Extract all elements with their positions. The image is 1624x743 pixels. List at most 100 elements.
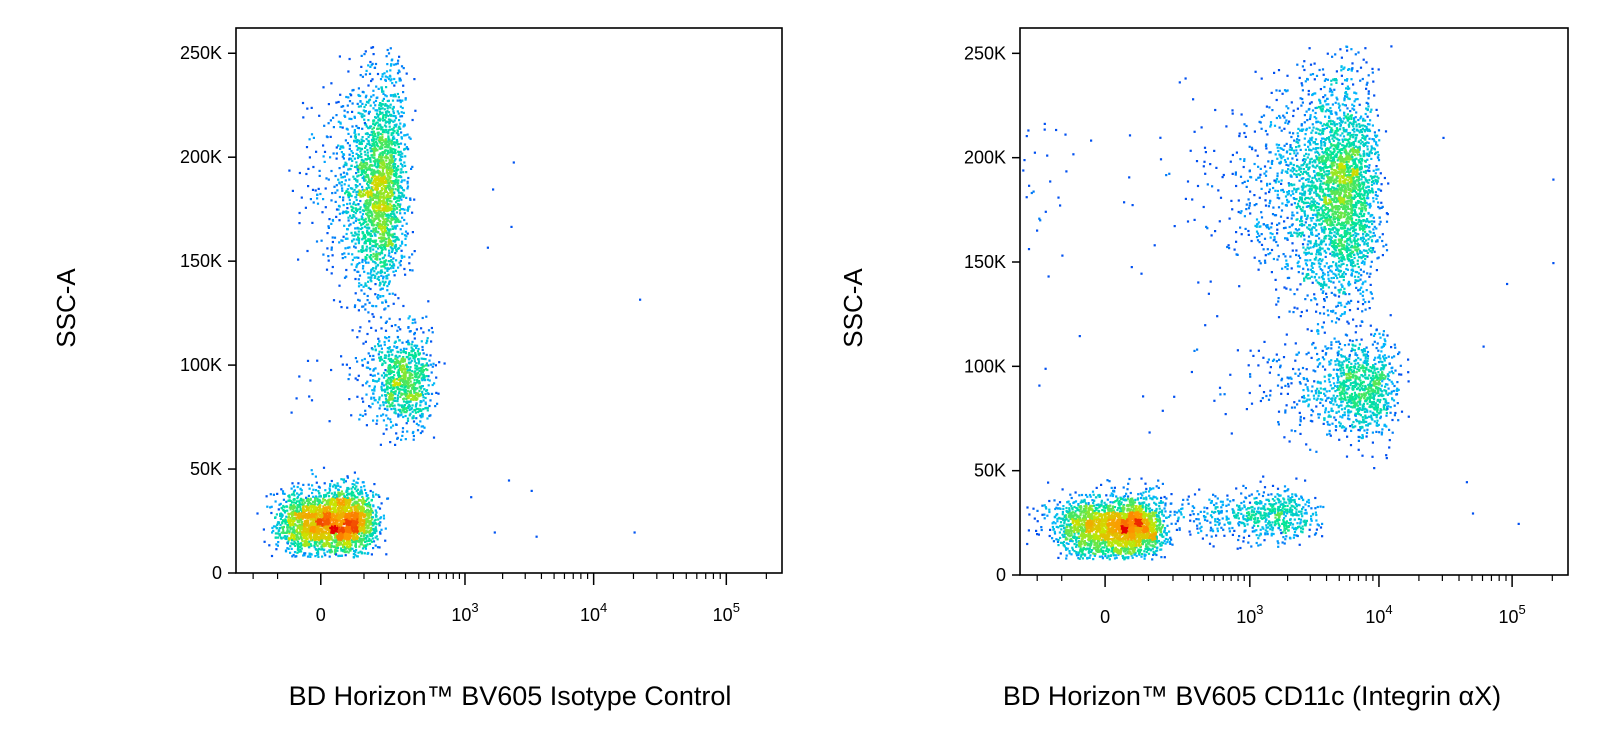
data-point bbox=[390, 217, 393, 220]
data-point bbox=[383, 108, 386, 111]
data-point bbox=[327, 259, 330, 262]
data-point bbox=[375, 255, 378, 258]
data-point bbox=[373, 211, 376, 214]
data-point bbox=[367, 514, 370, 517]
data-point bbox=[377, 522, 381, 525]
data-point bbox=[347, 503, 350, 506]
data-point bbox=[310, 508, 313, 511]
data-point bbox=[367, 195, 370, 199]
data-point bbox=[411, 211, 414, 214]
data-point bbox=[362, 249, 365, 252]
data-point bbox=[383, 254, 387, 257]
data-point bbox=[343, 114, 346, 117]
data-point bbox=[387, 260, 390, 263]
data-point bbox=[315, 150, 318, 153]
data-point bbox=[339, 532, 342, 535]
data-point bbox=[335, 539, 338, 542]
data-point bbox=[400, 137, 403, 140]
data-point bbox=[338, 167, 341, 170]
data-point bbox=[360, 54, 363, 57]
data-point bbox=[317, 500, 320, 503]
data-point bbox=[343, 532, 346, 535]
data-point bbox=[329, 507, 332, 511]
data-point bbox=[340, 554, 344, 557]
data-point bbox=[396, 110, 399, 113]
data-point bbox=[421, 390, 424, 393]
data-point bbox=[315, 531, 318, 534]
data-point bbox=[378, 110, 382, 113]
data-point bbox=[384, 191, 387, 194]
data-point bbox=[383, 140, 386, 143]
data-point bbox=[360, 543, 363, 546]
data-point bbox=[389, 106, 392, 109]
data-point bbox=[396, 183, 399, 186]
data-point bbox=[334, 509, 338, 512]
data-point bbox=[335, 215, 338, 218]
data-point bbox=[367, 119, 370, 122]
data-point bbox=[399, 122, 402, 125]
data-point bbox=[309, 530, 312, 533]
data-point bbox=[274, 525, 277, 528]
data-point bbox=[375, 185, 378, 188]
data-point bbox=[368, 232, 372, 235]
data-point bbox=[374, 188, 377, 191]
data-point bbox=[317, 523, 320, 527]
data-point bbox=[312, 507, 315, 510]
data-point bbox=[346, 533, 349, 536]
data-point bbox=[411, 165, 414, 168]
data-point bbox=[343, 506, 346, 509]
data-point bbox=[373, 210, 376, 213]
data-point bbox=[324, 494, 327, 497]
data-point bbox=[380, 327, 383, 330]
data-point bbox=[374, 536, 377, 539]
data-point bbox=[278, 521, 281, 524]
data-point bbox=[318, 510, 321, 513]
plot-frame bbox=[235, 27, 783, 574]
data-point bbox=[337, 541, 340, 544]
data-point bbox=[310, 133, 314, 136]
data-point bbox=[372, 248, 375, 251]
data-point bbox=[380, 249, 383, 252]
data-point bbox=[384, 179, 387, 183]
data-point bbox=[308, 487, 311, 490]
data-point bbox=[357, 298, 360, 301]
data-point bbox=[350, 492, 353, 495]
data-point bbox=[359, 505, 362, 508]
data-point bbox=[354, 517, 357, 521]
data-point bbox=[322, 500, 325, 503]
data-point bbox=[379, 196, 382, 199]
data-point bbox=[388, 151, 391, 154]
data-point bbox=[346, 207, 349, 210]
data-point bbox=[322, 466, 326, 469]
data-point bbox=[379, 118, 382, 121]
data-point bbox=[290, 536, 293, 539]
data-point bbox=[369, 511, 372, 514]
data-point bbox=[387, 156, 390, 159]
data-point bbox=[304, 206, 307, 209]
data-point bbox=[364, 531, 367, 534]
data-point bbox=[369, 272, 372, 275]
data-point bbox=[346, 142, 349, 145]
data-point bbox=[323, 517, 326, 520]
data-point bbox=[384, 226, 387, 229]
data-point bbox=[369, 539, 372, 542]
data-point bbox=[381, 227, 385, 230]
data-point bbox=[401, 155, 404, 158]
data-point bbox=[384, 196, 387, 199]
data-point bbox=[392, 148, 395, 151]
data-point bbox=[387, 135, 390, 138]
data-point bbox=[367, 101, 370, 104]
data-point bbox=[371, 189, 374, 192]
data-point bbox=[364, 96, 367, 99]
data-point bbox=[365, 94, 368, 97]
data-point bbox=[386, 209, 389, 212]
data-point bbox=[325, 521, 328, 524]
data-point bbox=[292, 529, 295, 532]
data-point bbox=[389, 118, 392, 121]
data-point bbox=[342, 512, 345, 515]
data-point bbox=[372, 149, 375, 152]
data-point bbox=[388, 230, 391, 233]
data-point bbox=[391, 242, 394, 245]
data-point bbox=[376, 197, 379, 200]
data-point bbox=[321, 524, 324, 527]
